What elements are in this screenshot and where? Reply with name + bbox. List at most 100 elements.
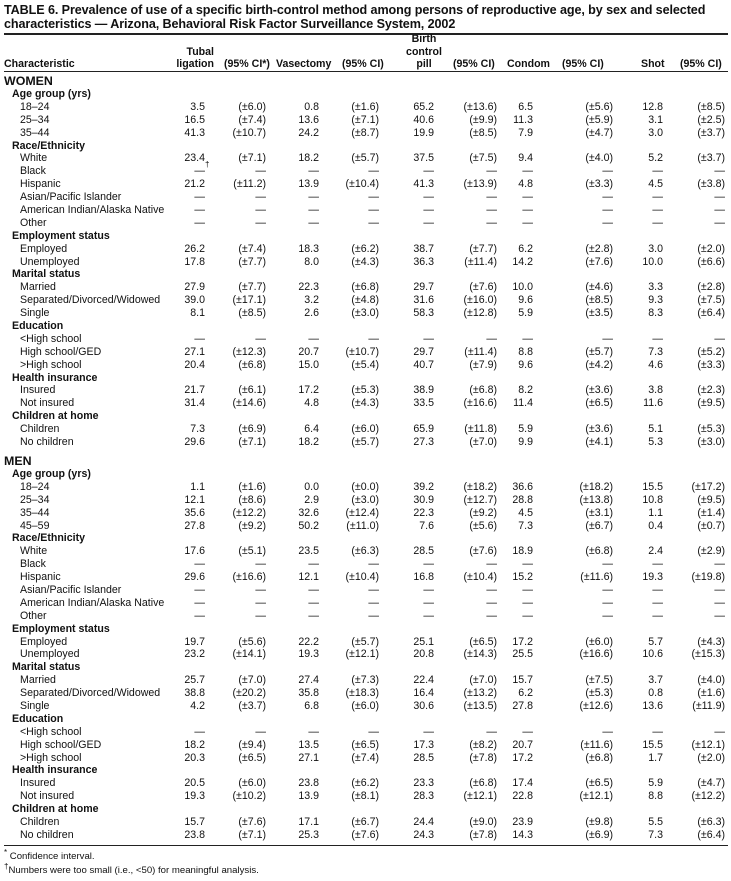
ci-cell: — [714, 610, 725, 623]
cell-text: 5.9 [518, 423, 533, 436]
table-row: High school/GED 27.1 (±12.3) 20.7 (±10.7) 29.… [0, 346, 731, 359]
cell-text: — [714, 558, 725, 571]
ci-cell: (±5.6) [238, 636, 266, 649]
cell-text: (±5.3) [585, 687, 613, 700]
table-row: Children 15.7 (±7.6) 17.1 (±6.7) 24.4 (±9.0) 23… [0, 816, 731, 829]
ci-cell: (±2.8) [585, 243, 613, 256]
table-row: Hispanic 21.2 (±11.2) 13.9 (±10.4) 41.3 (±13.9… [0, 178, 731, 191]
ci-cell: (±8.5) [585, 294, 613, 307]
row-label: <High school [20, 332, 82, 345]
cell-text: — [486, 725, 497, 738]
cell-text: — [308, 596, 319, 609]
cell-text: (±6.8) [238, 358, 266, 371]
ci-cell: (±18.3) [346, 687, 380, 700]
group-heading: Race/Ethnicity [0, 532, 731, 545]
value-cell: 20.7 [512, 739, 533, 752]
cell-text: (±4.6) [585, 281, 613, 294]
cell-text: — [602, 165, 613, 178]
ci-cell: (±6.4) [697, 829, 725, 842]
cell-text: (±8.5) [585, 294, 613, 307]
cell-text: (±7.4) [238, 113, 266, 126]
cell-text: 22.3 [298, 281, 319, 294]
cell-text: 27.1 [184, 345, 205, 358]
cell-text: — [714, 609, 725, 622]
cell-text: — [714, 191, 725, 204]
ci-cell: — [602, 597, 613, 610]
cell-text: 29.6 [184, 571, 205, 584]
cell-text: — [255, 191, 266, 204]
cell-text: 15.7 [184, 815, 205, 828]
cell-text: — [522, 596, 533, 609]
value-cell: 26.2 [184, 243, 205, 256]
cell-text: 1.1 [190, 480, 205, 493]
value-cell: 4.8 [304, 397, 319, 410]
cell-text: (±12.1) [579, 790, 614, 803]
cell-text: 39.2 [413, 480, 434, 493]
cell-text: (±12.7) [463, 493, 498, 506]
cell-text: (±6.3) [351, 545, 379, 558]
row-label: Hispanic [20, 571, 61, 584]
ci-cell: (±14.6) [233, 397, 267, 410]
group-heading: Employment status [0, 230, 731, 243]
cell-text: (±9.9) [469, 113, 497, 126]
cell-text: 31.4 [184, 397, 205, 410]
value-cell: — [308, 726, 319, 739]
group-heading: Age group (yrs) [0, 88, 731, 101]
table-body: WOMEN Age group (yrs) 18–24 3.5 (±6.0) 0.8 (±1… [0, 74, 731, 842]
cell-text: 27.1 [298, 751, 319, 764]
ci-cell: (±7.1) [351, 114, 379, 127]
cell-text: (±18.2) [579, 480, 614, 493]
ci-cell: (±7.4) [238, 114, 266, 127]
cell-text: 7.9 [518, 126, 533, 139]
value-cell: — [522, 204, 533, 217]
cell-text: 16.4 [413, 687, 434, 700]
cell-text: 11.6 [643, 397, 663, 410]
value-cell: 17.2 [512, 752, 533, 765]
cell-text: — [602, 596, 613, 609]
ci-cell: — [714, 584, 725, 597]
cell-text: (±4.3) [351, 397, 379, 410]
value-cell: 38.8 [184, 687, 205, 700]
cell-text: 40.7 [413, 358, 434, 371]
value-cell: 12.1 [298, 571, 319, 584]
cell-text: 17.3 [413, 738, 434, 751]
cell-text: (±6.5) [469, 635, 497, 648]
cell-text: 5.1 [648, 423, 663, 436]
value-cell: 29.7 [413, 281, 434, 294]
cell-text: (±7.1) [238, 152, 266, 165]
value-cell: 33.5 [413, 397, 434, 410]
cell-text: — [308, 332, 319, 345]
section-heading: WOMEN [0, 74, 731, 88]
ci-cell: (±9.5) [697, 397, 725, 410]
table-row: >High school 20.4 (±6.8) 15.0 (±5.4) 40.7 (±7.… [0, 359, 731, 372]
ci-cell: (±10.7) [233, 127, 267, 140]
cell-text: — [714, 583, 725, 596]
cell-text: (±7.7) [238, 281, 266, 294]
cell-text: — [714, 332, 725, 345]
group-heading: Marital status [0, 661, 731, 674]
cell-text: (±18.3) [345, 687, 380, 700]
cell-text: 30.6 [413, 699, 434, 712]
cell-text: (±4.0) [585, 152, 613, 165]
value-cell: 65.9 [413, 423, 434, 436]
cell-text: — [255, 583, 266, 596]
table-row: No children 29.6 (±7.1) 18.2 (±5.7) 27.3 (±7.0… [0, 436, 731, 449]
row-label: 25–34 [20, 113, 50, 126]
header-characteristic: Characteristic [4, 58, 75, 70]
cell-text: 8.8 [648, 790, 663, 803]
ci-cell: (±12.8) [464, 307, 498, 320]
ci-cell: (±4.3) [697, 636, 725, 649]
cell-text: 3.0 [648, 242, 663, 255]
value-cell: 39.0 [184, 294, 205, 307]
ci-cell: (±6.0) [238, 101, 266, 114]
cell-text: — [486, 216, 497, 229]
value-cell: 23.3 [413, 777, 434, 790]
ci-cell: (±13.2) [464, 687, 498, 700]
table-row: Insured 21.7 (±6.1) 17.2 (±5.3) 38.9 (±6.8) 8.2… [0, 384, 731, 397]
value-cell: 8.2 [518, 384, 533, 397]
ci-cell: (±9.5) [697, 494, 725, 507]
cell-text: (±13.8) [579, 493, 614, 506]
value-cell: — [652, 597, 663, 610]
cell-text: (±16.6) [232, 571, 267, 584]
ci-cell: — [368, 726, 379, 739]
